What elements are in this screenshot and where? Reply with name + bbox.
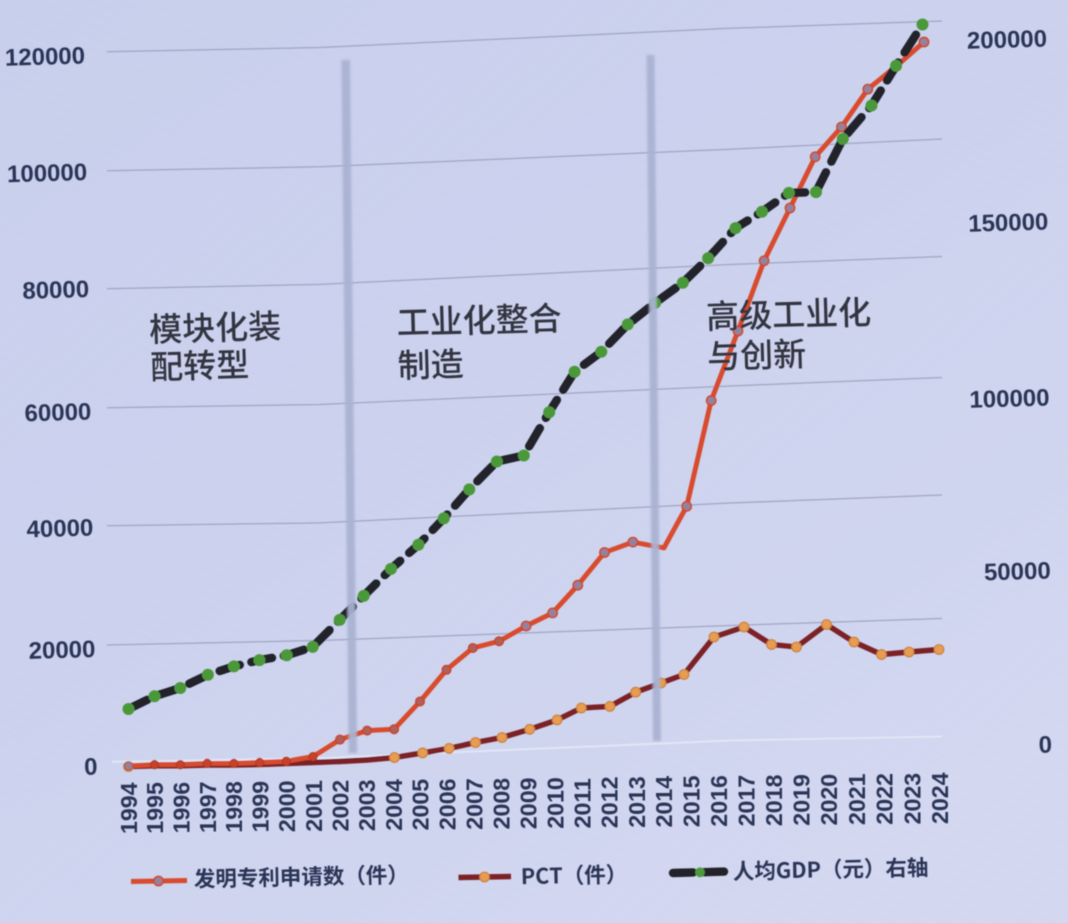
svg-text:2021: 2021: [844, 773, 870, 825]
svg-text:100000: 100000: [7, 159, 88, 188]
svg-text:2006: 2006: [434, 778, 460, 830]
svg-text:200000: 200000: [967, 26, 1048, 55]
svg-text:2014: 2014: [651, 776, 677, 828]
svg-text:20000: 20000: [28, 636, 95, 665]
svg-text:100000: 100000: [969, 385, 1050, 414]
svg-text:2007: 2007: [461, 778, 487, 830]
svg-text:0: 0: [1038, 732, 1052, 759]
svg-text:1998: 1998: [221, 781, 247, 833]
svg-text:40000: 40000: [26, 515, 93, 544]
svg-text:1994: 1994: [116, 782, 142, 834]
svg-text:2001: 2001: [301, 780, 327, 832]
svg-text:120000: 120000: [5, 43, 86, 72]
svg-text:60000: 60000: [24, 399, 91, 428]
svg-text:2010: 2010: [542, 777, 568, 829]
svg-text:0: 0: [84, 754, 98, 781]
svg-text:2024: 2024: [927, 772, 953, 824]
svg-text:80000: 80000: [22, 276, 89, 305]
svg-text:2004: 2004: [381, 779, 407, 831]
svg-text:2018: 2018: [761, 774, 787, 826]
svg-text:2003: 2003: [354, 779, 380, 831]
svg-text:2005: 2005: [408, 779, 434, 831]
svg-text:2009: 2009: [515, 777, 541, 829]
svg-text:2011: 2011: [570, 778, 596, 828]
svg-text:150000: 150000: [968, 209, 1049, 238]
svg-text:2023: 2023: [899, 773, 925, 825]
svg-text:2017: 2017: [733, 775, 759, 827]
svg-text:1997: 1997: [195, 781, 221, 833]
svg-text:1999: 1999: [248, 781, 274, 833]
svg-text:2008: 2008: [488, 778, 514, 830]
svg-text:2015: 2015: [679, 775, 705, 827]
svg-text:2013: 2013: [624, 776, 650, 828]
svg-text:2022: 2022: [872, 773, 898, 825]
svg-text:2002: 2002: [327, 780, 353, 832]
svg-text:2000: 2000: [274, 781, 300, 833]
svg-text:1995: 1995: [142, 782, 168, 834]
svg-text:1996: 1996: [169, 782, 195, 834]
svg-text:2016: 2016: [706, 775, 732, 827]
svg-text:2019: 2019: [789, 774, 815, 826]
svg-text:2020: 2020: [816, 774, 842, 826]
svg-text:50000: 50000: [984, 558, 1051, 587]
svg-text:2012: 2012: [597, 777, 623, 829]
